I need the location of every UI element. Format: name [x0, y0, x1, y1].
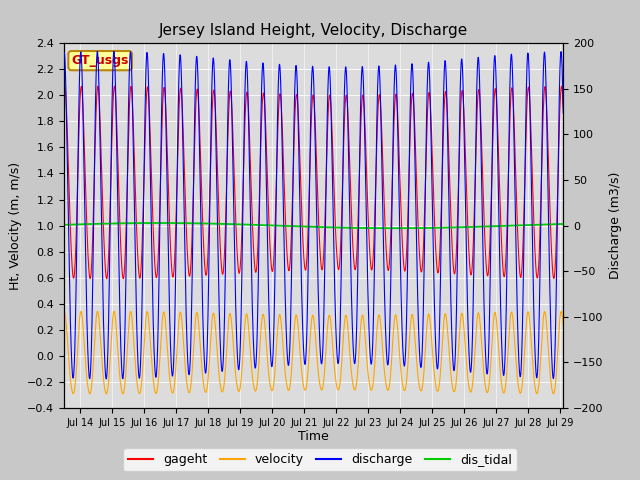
velocity: [559, 323, 567, 328]
gageht: [222, 214, 230, 220]
Legend: gageht, velocity, discharge, dis_tidal: gageht, velocity, discharge, dis_tidal: [123, 448, 517, 471]
gageht: [111, 83, 118, 89]
velocity: [102, 391, 110, 396]
velocity: [60, 310, 68, 315]
discharge: [222, 245, 230, 251]
velocity: [222, 361, 230, 367]
dis_tidal: [468, 224, 476, 230]
dis_tidal: [559, 221, 567, 227]
dis_tidal: [329, 225, 337, 230]
dis_tidal: [390, 225, 398, 231]
gageht: [60, 89, 68, 95]
Line: velocity: velocity: [64, 312, 563, 394]
discharge: [468, 328, 476, 334]
discharge: [110, 48, 118, 54]
discharge: [453, 296, 461, 301]
velocity: [110, 309, 118, 314]
Y-axis label: Ht, Velocity (m, m/s): Ht, Velocity (m, m/s): [8, 162, 22, 289]
X-axis label: Time: Time: [298, 431, 329, 444]
velocity: [468, 381, 476, 386]
discharge: [311, 130, 319, 136]
discharge: [60, 50, 68, 56]
dis_tidal: [520, 222, 527, 228]
velocity: [453, 373, 461, 379]
gageht: [453, 241, 461, 247]
Line: dis_tidal: dis_tidal: [64, 223, 563, 228]
Line: discharge: discharge: [64, 51, 563, 379]
discharge: [329, 193, 337, 199]
velocity: [329, 344, 337, 350]
gageht: [329, 149, 337, 155]
velocity: [520, 366, 527, 372]
gageht: [103, 276, 111, 282]
dis_tidal: [453, 225, 461, 230]
dis_tidal: [222, 221, 230, 227]
Text: GT_usgs: GT_usgs: [72, 54, 129, 67]
gageht: [468, 257, 476, 263]
discharge: [559, 110, 567, 116]
dis_tidal: [156, 220, 163, 226]
velocity: [311, 328, 319, 334]
gageht: [311, 116, 319, 121]
gageht: [520, 225, 527, 231]
dis_tidal: [311, 224, 319, 230]
Y-axis label: Discharge (m3/s): Discharge (m3/s): [609, 172, 622, 279]
dis_tidal: [60, 222, 68, 228]
Line: gageht: gageht: [64, 86, 563, 279]
Title: Jersey Island Height, Velocity, Discharge: Jersey Island Height, Velocity, Discharg…: [159, 23, 468, 38]
discharge: [520, 264, 527, 270]
gageht: [559, 104, 567, 110]
discharge: [102, 376, 110, 382]
